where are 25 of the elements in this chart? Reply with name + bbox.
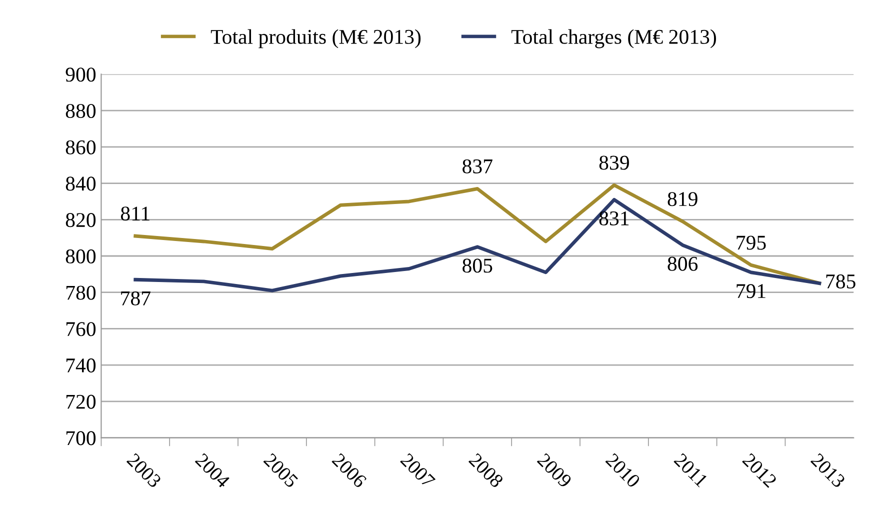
data-label: 806	[668, 256, 698, 271]
data-label: 787	[121, 291, 150, 306]
y-tick-label: 760	[66, 322, 96, 336]
y-tick-label: 840	[66, 176, 96, 191]
data-label: 839	[599, 156, 629, 170]
y-tick-label: 820	[66, 213, 96, 228]
x-tick-label: 2007	[400, 452, 436, 488]
data-label: 791	[736, 284, 766, 298]
y-tick-label: 900	[66, 68, 96, 82]
y-tick-label: 800	[66, 249, 96, 264]
y-tick-label: 860	[66, 140, 96, 154]
y-tick-label: 880	[66, 104, 96, 118]
y-tick-label: 720	[66, 394, 96, 409]
data-label: 831	[599, 211, 629, 226]
y-tick-label: 740	[66, 358, 96, 372]
data-label: 837	[462, 159, 492, 174]
data-label: 785	[826, 274, 856, 288]
y-tick-label: 700	[66, 431, 96, 446]
legend-label: Total charges (M€ 2013)	[511, 29, 716, 48]
data-label: 819	[668, 192, 698, 206]
y-tick-label: 780	[66, 286, 96, 300]
data-label: 795	[736, 236, 766, 250]
data-label: 805	[462, 258, 492, 273]
legend-label: Total produits (M€ 2013)	[210, 29, 421, 48]
data-label: 811	[120, 206, 150, 221]
